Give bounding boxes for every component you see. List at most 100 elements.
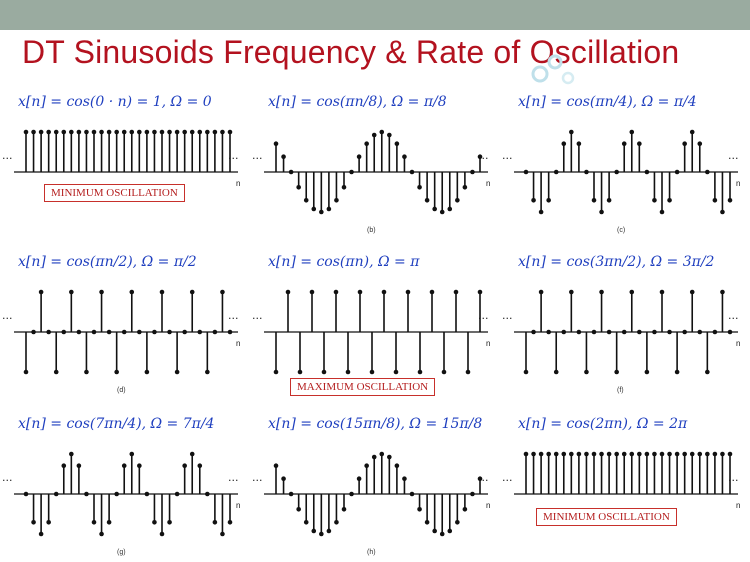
ellipsis-right: ···: [228, 312, 239, 325]
stem-dot: [429, 289, 435, 295]
stem-dot: [205, 369, 210, 375]
stem-dot: [727, 329, 733, 335]
stem-dot: [644, 369, 650, 375]
ellipsis-left: ···: [502, 152, 513, 165]
stem-dot: [91, 329, 97, 335]
stem-dot: [46, 519, 51, 525]
stem-dot: [465, 369, 471, 375]
stem-dot: [91, 129, 97, 135]
ellipsis-right: ···: [478, 152, 489, 165]
stem-dot: [531, 197, 536, 203]
stem-plot: n ··· ···: [2, 129, 240, 188]
oscillation-annotation: MINIMUM OSCILLATION: [44, 184, 185, 202]
stem-dot: [462, 507, 468, 512]
stem-dot: [394, 141, 400, 147]
stem-dot: [599, 289, 604, 295]
stem-dot: [417, 369, 423, 375]
stem-dot: [402, 476, 407, 481]
stem-dot: [447, 528, 453, 534]
stem-dot: [712, 197, 718, 203]
stem-dot: [53, 129, 59, 135]
stem-dot: [727, 197, 733, 203]
stem-dot: [288, 491, 294, 497]
stem-dot: [311, 528, 317, 534]
stem-dot: [569, 129, 574, 135]
stem-dot: [281, 154, 286, 159]
stem-dot: [629, 289, 635, 295]
stem-dot: [441, 369, 447, 375]
n-axis-label: n: [236, 339, 240, 348]
panel-equation: x[n] = cos(πn), Ω = π: [268, 254, 420, 270]
stem-dot: [364, 463, 369, 469]
stem-dot: [644, 169, 650, 175]
stem-dot: [417, 507, 422, 512]
stem-dot: [432, 206, 437, 212]
signal-panel: x[n] = cos(15πn/8), Ω = 15π/8 n ··· ··· (h): [250, 410, 500, 560]
stem-dot: [197, 463, 203, 469]
stem-dot: [439, 531, 445, 537]
stem-dot: [584, 169, 589, 175]
n-axis-label: n: [236, 501, 240, 510]
stem-dot: [682, 141, 687, 147]
panel-equation: x[n] = cos(7πn/4), Ω = 7π/4: [18, 416, 215, 432]
stem-dot: [621, 451, 627, 457]
stem-dot: [393, 369, 399, 375]
stem-dot: [326, 528, 332, 534]
stem-dot: [712, 451, 718, 457]
stem-dot: [174, 129, 180, 135]
n-axis-label: n: [486, 501, 490, 510]
stem-dot: [129, 289, 135, 295]
stem-dot: [538, 289, 544, 295]
stem-plot: n ··· ··· (c): [502, 129, 740, 234]
stem-dot: [38, 531, 44, 537]
stem-dot: [84, 129, 89, 135]
stem-dot: [553, 369, 559, 375]
stem-dot: [129, 451, 135, 457]
stem-dot: [637, 141, 642, 147]
stem-plot: n ··· ··· (b): [252, 129, 490, 234]
signal-panel: x[n] = cos(7πn/4), Ω = 7π/4 n ··· ··· (g): [0, 410, 250, 560]
stem-dot: [453, 289, 459, 295]
stem-dot: [84, 369, 89, 375]
stem-dot: [659, 289, 665, 295]
signal-panel: x[n] = cos(2πn), Ω = 2π n ··· ··· MINIMUM OS…: [500, 410, 750, 560]
stem-dot: [356, 154, 362, 159]
stem-dot: [205, 129, 210, 135]
stem-dot: [569, 289, 574, 295]
stem-dot: [46, 329, 51, 335]
stem-dot: [364, 141, 369, 147]
stem-plot: n ··· ···: [252, 289, 490, 375]
stem-dot: [637, 451, 642, 457]
stem-dot: [357, 289, 363, 295]
ellipsis-left: ···: [502, 312, 513, 325]
stem-dot: [379, 129, 385, 135]
stem-dot: [106, 129, 112, 135]
stem-dot: [470, 169, 475, 175]
stem-dot: [546, 329, 551, 335]
stem-dot: [31, 129, 36, 135]
stem-dot: [553, 169, 559, 175]
stem-dot: [584, 451, 589, 457]
ellipsis-left: ···: [252, 152, 263, 165]
signal-panel: x[n] = cos(0 · n) = 1, Ω = 0 n ··· ··· MINIM…: [0, 88, 250, 238]
stem-dot: [546, 197, 551, 203]
stem-dot: [212, 129, 218, 135]
stem-dot: [349, 169, 354, 175]
stem-plot: n ··· ··· (g): [2, 451, 240, 556]
stem-dot: [137, 463, 142, 469]
stem-dot: [99, 129, 104, 135]
panel-sublabel: (d): [117, 387, 126, 394]
stem-dot: [197, 329, 203, 335]
stem-dot: [599, 451, 604, 457]
stem-dot: [38, 289, 44, 295]
stem-dot: [614, 451, 619, 457]
stem-dot: [674, 169, 680, 175]
stem-dot: [584, 369, 589, 375]
stem-dot: [379, 451, 385, 457]
stem-dot: [31, 519, 36, 525]
stem-dot: [99, 289, 104, 295]
panel-sublabel: (g): [117, 549, 126, 556]
stem-plot: n ··· ··· (f): [502, 289, 740, 394]
stem-dot: [152, 129, 157, 135]
panel-sublabel: (h): [367, 549, 376, 556]
